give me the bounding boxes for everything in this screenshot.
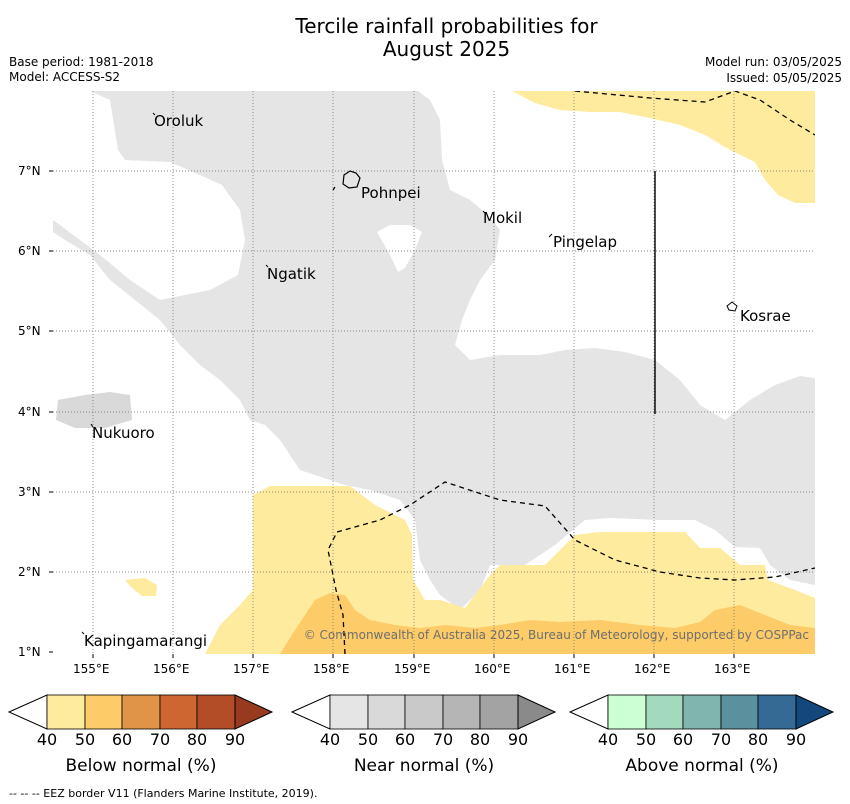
lat-label-6n: 6°N xyxy=(18,244,41,258)
lon-label-157e: 157°E xyxy=(233,662,270,676)
place-kapingamarangi: Kapingamarangi xyxy=(84,632,208,650)
near-normal-region xyxy=(53,91,815,610)
colorbar-above-cell-3 xyxy=(682,694,722,730)
model-label: Model: ACCESS-S2 xyxy=(9,70,121,84)
colorbar-below-normal xyxy=(7,694,274,730)
lon-label-158e: 158°E xyxy=(313,662,350,676)
atoll-markers xyxy=(81,112,553,635)
place-mokil: Mokil xyxy=(483,209,523,227)
lat-label-2n: 2°N xyxy=(18,565,41,579)
colorbar-above-white-arrow xyxy=(568,694,609,730)
colorbar-below-cell-3 xyxy=(121,694,161,730)
place-pingelap: Pingelap xyxy=(553,233,618,251)
island-mark xyxy=(332,186,336,191)
cb-below-tick-70: 70 xyxy=(149,730,171,749)
place-ngatik: Ngatik xyxy=(267,265,316,283)
colorbar-near-cell-1 xyxy=(329,694,369,730)
colorbar-near-normal xyxy=(290,694,557,730)
lat-label-1n: 1°N xyxy=(18,645,41,659)
map-title-line2: August 2025 xyxy=(382,37,511,61)
colorbar-above-cell-2 xyxy=(645,694,684,730)
below-normal-50-region xyxy=(280,593,815,654)
cb-above-tick-50: 50 xyxy=(635,730,657,749)
colorbar-near-label: Near normal (%) xyxy=(353,756,495,776)
place-nukuoro: Nukuoro xyxy=(92,424,155,442)
gap-region-1 xyxy=(53,91,245,300)
colorbar-above-cell-4 xyxy=(720,694,759,730)
lon-label-155e: 155°E xyxy=(73,662,110,676)
colorbar-below-cell-5 xyxy=(196,694,236,730)
colorbars xyxy=(7,694,835,730)
axis-ticks xyxy=(49,170,735,658)
lat-label-3n: 3°N xyxy=(18,485,41,499)
cb-below-tick-50: 50 xyxy=(74,730,96,749)
cb-above-tick-90: 90 xyxy=(785,730,807,749)
colorbar-below-end-arrow xyxy=(234,694,274,730)
lon-label-163e: 163°E xyxy=(714,662,751,676)
colorbar-above-end-arrow xyxy=(795,694,835,730)
gap-region-4 xyxy=(520,116,540,133)
cb-near-tick-50: 50 xyxy=(357,730,379,749)
colorbar-near-end-arrow xyxy=(517,694,557,730)
colorbar-below-cell-4 xyxy=(159,694,198,730)
lat-label-4n: 4°N xyxy=(18,405,41,419)
cb-above-tick-40: 40 xyxy=(597,730,619,749)
copyright-notice: © Commonwealth of Australia 2025, Bureau… xyxy=(303,628,809,642)
map-title-line1: Tercile rainfall probabilities for xyxy=(295,14,598,38)
issued-label: Issued: 05/05/2025 xyxy=(726,71,842,85)
cb-near-tick-60: 60 xyxy=(394,730,416,749)
colorbar-near-cell-3 xyxy=(404,694,444,730)
colorbar-near-cell-5 xyxy=(479,694,519,730)
model-run-label: Model run: 03/05/2025 xyxy=(704,55,842,69)
pohnpei-island xyxy=(342,170,361,189)
eez-border xyxy=(327,91,815,654)
base-period-label: Base period: 1981-2018 xyxy=(9,55,154,69)
cb-near-tick-40: 40 xyxy=(319,730,341,749)
place-kosrae: Kosrae xyxy=(740,307,791,325)
colorbar-above-label: Above normal (%) xyxy=(625,756,779,776)
colorbar-near-white-arrow xyxy=(290,694,331,730)
eez-footer-note: -- -- -- EEZ border V11 (Flanders Marine… xyxy=(9,787,318,800)
cb-near-tick-80: 80 xyxy=(469,730,491,749)
cb-below-tick-90: 90 xyxy=(224,730,246,749)
lon-label-156e: 156°E xyxy=(153,662,190,676)
colorbar-above-cell-5 xyxy=(757,694,797,730)
colorbar-below-cell-1 xyxy=(46,694,86,730)
lon-label-159e: 159°E xyxy=(394,662,431,676)
lat-label-7n: 7°N xyxy=(18,164,41,178)
place-oroluk: Oroluk xyxy=(154,112,204,130)
colorbar-near-cell-2 xyxy=(367,694,406,730)
cb-near-tick-70: 70 xyxy=(432,730,454,749)
cb-below-tick-60: 60 xyxy=(111,730,133,749)
colorbar-below-white-arrow xyxy=(7,694,48,730)
kosrae-island xyxy=(726,301,738,312)
cb-below-tick-40: 40 xyxy=(36,730,58,749)
lon-label-160e: 160°E xyxy=(474,662,511,676)
lon-label-162e: 162°E xyxy=(634,662,671,676)
colorbar-below-label: Below normal (%) xyxy=(65,756,217,776)
near-normal-50-patch xyxy=(56,392,132,428)
lon-label-161e: 161°E xyxy=(554,662,591,676)
colorbar-above-normal xyxy=(568,694,835,730)
lat-label-5n: 5°N xyxy=(18,324,41,338)
colorbar-above-cell-1 xyxy=(607,694,647,730)
place-pohnpei: Pohnpei xyxy=(361,184,421,202)
below-normal-patch xyxy=(125,578,157,596)
cb-near-tick-90: 90 xyxy=(507,730,529,749)
cb-above-tick-70: 70 xyxy=(710,730,732,749)
cb-above-tick-60: 60 xyxy=(672,730,694,749)
colorbar-below-cell-2 xyxy=(84,694,123,730)
cb-above-tick-80: 80 xyxy=(747,730,769,749)
colorbar-near-cell-4 xyxy=(442,694,481,730)
cb-below-tick-80: 80 xyxy=(186,730,208,749)
graticule xyxy=(53,91,815,654)
below-normal-top-region xyxy=(512,91,815,203)
gap-region-3 xyxy=(377,225,422,272)
